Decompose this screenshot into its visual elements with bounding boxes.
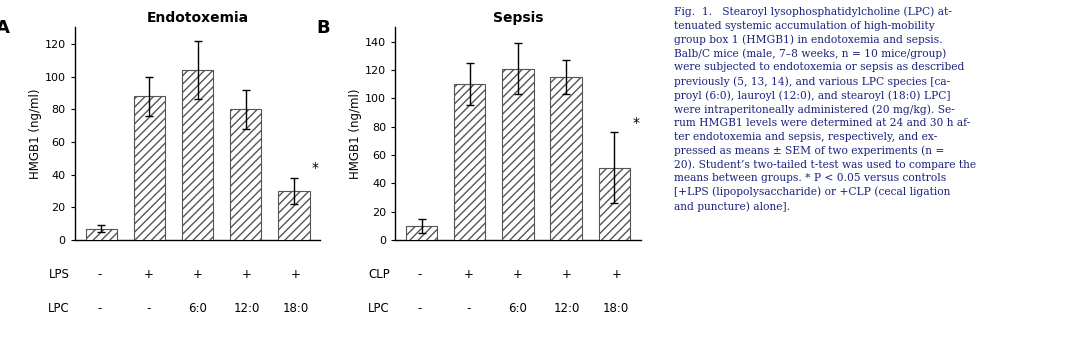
- Bar: [279, 191, 310, 240]
- Text: +: +: [241, 268, 252, 281]
- Text: 12:0: 12:0: [554, 302, 580, 315]
- Text: LPC: LPC: [368, 302, 390, 315]
- Text: 12:0: 12:0: [234, 302, 260, 315]
- Text: -: -: [418, 268, 422, 281]
- Text: -: -: [418, 302, 422, 315]
- Text: +: +: [611, 268, 622, 281]
- Bar: [230, 109, 262, 240]
- Bar: [454, 84, 486, 240]
- Bar: [502, 69, 534, 240]
- Bar: [182, 70, 214, 240]
- Text: *: *: [632, 116, 639, 130]
- Text: +: +: [513, 268, 523, 281]
- Bar: [134, 96, 166, 240]
- Text: +: +: [290, 268, 301, 281]
- Text: *: *: [312, 161, 318, 175]
- Text: +: +: [562, 268, 572, 281]
- Text: LPC: LPC: [48, 302, 69, 315]
- Text: -: -: [146, 302, 151, 315]
- Text: +: +: [464, 268, 474, 281]
- Text: 6:0: 6:0: [188, 302, 207, 315]
- Text: +: +: [143, 268, 154, 281]
- Text: A: A: [0, 19, 10, 37]
- Y-axis label: HMGB1 (ng/ml): HMGB1 (ng/ml): [29, 88, 42, 179]
- Text: LPS: LPS: [48, 268, 69, 281]
- Text: 18:0: 18:0: [283, 302, 309, 315]
- Text: -: -: [97, 302, 101, 315]
- Text: -: -: [467, 302, 471, 315]
- Y-axis label: HMGB1 (ng/ml): HMGB1 (ng/ml): [349, 88, 362, 179]
- Bar: [406, 226, 437, 240]
- Bar: [599, 168, 630, 240]
- Text: Fig.  1.   Stearoyl lysophosphatidylcholine (LPC) at-
tenuated systemic accumula: Fig. 1. Stearoyl lysophosphatidylcholine…: [674, 7, 976, 212]
- Text: -: -: [97, 268, 101, 281]
- Title: Endotoxemia: Endotoxemia: [146, 11, 249, 25]
- Title: Sepsis: Sepsis: [492, 11, 544, 25]
- Text: +: +: [192, 268, 203, 281]
- Text: 18:0: 18:0: [603, 302, 629, 315]
- Bar: [85, 229, 116, 240]
- Text: 6:0: 6:0: [508, 302, 528, 315]
- Bar: [550, 77, 582, 240]
- Text: B: B: [316, 19, 330, 37]
- Text: CLP: CLP: [368, 268, 390, 281]
